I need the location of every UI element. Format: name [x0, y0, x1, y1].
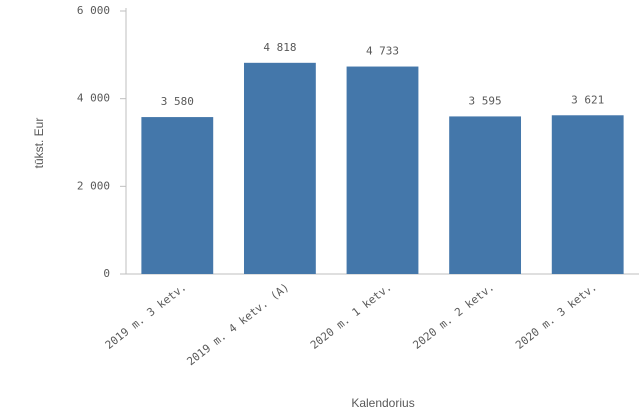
data-label: 3 621	[571, 93, 604, 106]
x-tick-label: 2020 m. 3 ketv.	[513, 280, 599, 351]
bar	[449, 116, 522, 275]
bar	[243, 62, 316, 274]
x-tick-label: 2020 m. 2 ketv.	[411, 280, 497, 351]
data-label: 3 595	[469, 94, 502, 107]
y-axis-label: tūkst. Eur	[32, 118, 46, 169]
x-tick-label: 2019 m. 3 ketv.	[103, 280, 189, 351]
y-tick-label: 2 000	[77, 179, 110, 192]
y-tick-label: 6 000	[77, 4, 110, 17]
data-label: 4 818	[263, 41, 296, 54]
y-tick-label: 0	[103, 267, 110, 280]
x-axis-label: Kalendorius	[351, 396, 414, 410]
y-tick-label: 4 000	[77, 92, 110, 105]
bar	[551, 115, 624, 274]
data-label: 3 580	[161, 95, 194, 108]
data-label: 4 733	[366, 45, 399, 58]
bar	[141, 117, 214, 275]
x-tick-label: 2019 m. 4 ketv. (A)	[184, 280, 291, 368]
x-tick-label: 2020 m. 1 ketv.	[308, 280, 394, 351]
bar	[346, 66, 419, 274]
